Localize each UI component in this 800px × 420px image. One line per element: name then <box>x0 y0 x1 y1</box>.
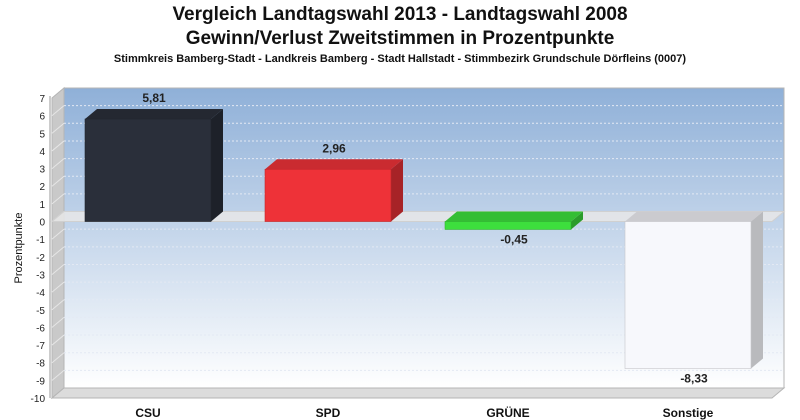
bar-spd <box>264 168 392 222</box>
y-tick-label: -5 <box>36 306 45 317</box>
gridline-side <box>51 334 65 346</box>
y-tick-label: 7 <box>39 94 45 105</box>
y-axis-label: Prozentpunkte <box>13 213 25 284</box>
gridline-side <box>51 140 65 152</box>
bar-top <box>85 109 223 119</box>
y-tick-label: 0 <box>39 218 45 229</box>
chart-caption: Stimmkreis Bamberg-Stadt - Landkreis Bam… <box>113 53 687 65</box>
y-tick-label: 6 <box>39 112 45 123</box>
y-tick-label: 4 <box>39 147 45 158</box>
bar-top <box>445 211 583 222</box>
bar-sonstige <box>624 221 752 369</box>
y-tick-label: 2 <box>39 182 45 193</box>
x-tick-label: GRÜNE <box>486 405 529 420</box>
y-tick-label: 3 <box>39 165 45 176</box>
y-tick-label: -10 <box>31 394 46 405</box>
chart-subtitle: Gewinn/Verlust Zweitstimmen in Prozentpu… <box>185 28 615 49</box>
data-label: 5,81 <box>142 91 166 105</box>
bar-csu <box>84 118 212 222</box>
bar-grüne <box>444 221 572 230</box>
bar-side <box>211 109 223 222</box>
gridline-side <box>51 317 65 328</box>
bar-side <box>751 211 763 369</box>
chart-title: Vergleich Landtagswahl 2013 - Landtagswa… <box>172 4 628 25</box>
y-tick-label: -2 <box>36 253 45 264</box>
side-wall <box>51 86 65 400</box>
bar-side <box>391 159 403 222</box>
x-tick-label: CSU <box>135 406 160 420</box>
y-tick-label: -4 <box>36 288 45 299</box>
y-tick-label: 1 <box>39 200 45 211</box>
gridline-side <box>51 105 65 117</box>
y-tick-label: -6 <box>36 323 45 334</box>
x-tick-label: Sonstige <box>663 406 714 420</box>
gridline-side <box>51 228 65 240</box>
gridline-side <box>51 352 65 364</box>
gridline-side <box>51 369 65 381</box>
y-tick-label: -9 <box>36 376 45 387</box>
gridline-side <box>51 193 65 205</box>
y-tick-label: -3 <box>36 270 45 281</box>
y-tick-label: -7 <box>36 341 45 352</box>
bar-top <box>625 211 763 222</box>
y-tick-label: -1 <box>36 235 45 246</box>
x-tick-label: SPD <box>316 406 341 420</box>
data-label: -8,33 <box>680 372 708 386</box>
bar-side <box>571 211 583 230</box>
y-tick-label: 5 <box>39 129 45 140</box>
data-label: -0,45 <box>500 232 528 246</box>
data-label: 2,96 <box>322 141 346 155</box>
gridline-side <box>51 158 65 169</box>
gridline-side <box>51 122 65 134</box>
bar-top <box>265 159 403 170</box>
gridline-side <box>51 264 65 275</box>
y-tick-label: -8 <box>36 359 45 370</box>
gridline-side <box>51 299 65 311</box>
gridline-side <box>51 175 65 187</box>
gridline-side <box>51 281 65 293</box>
gridline-side <box>51 246 65 258</box>
floor <box>50 387 786 399</box>
